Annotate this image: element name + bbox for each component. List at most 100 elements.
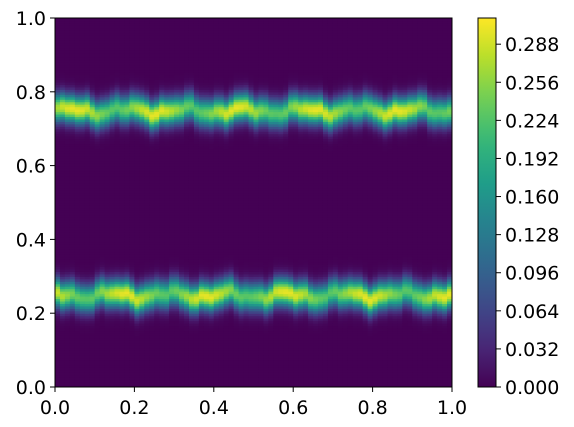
heatmap-cell bbox=[89, 45, 96, 49]
heatmap-cell bbox=[129, 106, 135, 110]
heatmap-cell bbox=[69, 293, 76, 297]
heatmap-cell bbox=[169, 320, 175, 324]
heatmap-cell bbox=[94, 116, 101, 120]
heatmap-cell bbox=[74, 37, 81, 41]
heatmap-cell bbox=[129, 377, 135, 381]
heatmap-cell bbox=[188, 342, 195, 346]
heatmap-cell bbox=[179, 264, 185, 268]
heatmap-cell bbox=[164, 288, 170, 292]
heatmap-cell bbox=[104, 345, 111, 349]
heatmap-cell bbox=[188, 143, 195, 147]
heatmap-cell bbox=[129, 236, 135, 240]
heatmap-cell bbox=[129, 342, 135, 346]
heatmap-cell bbox=[79, 291, 86, 295]
heatmap-cell bbox=[188, 123, 195, 127]
heatmap-cell bbox=[84, 318, 91, 322]
heatmap-cell bbox=[94, 379, 101, 383]
heatmap-cell bbox=[64, 116, 71, 120]
heatmap-cell bbox=[129, 18, 135, 22]
heatmap-cell bbox=[84, 212, 91, 216]
heatmap-cell bbox=[89, 49, 96, 54]
heatmap-cell bbox=[198, 91, 205, 95]
heatmap-cell bbox=[59, 106, 66, 110]
heatmap-cell bbox=[193, 106, 200, 110]
heatmap-cell bbox=[134, 239, 140, 243]
heatmap-cell bbox=[174, 219, 180, 223]
heatmap-cell bbox=[129, 345, 135, 349]
heatmap-cell bbox=[79, 271, 86, 275]
heatmap-cell bbox=[59, 222, 66, 226]
heatmap-cell bbox=[149, 357, 155, 361]
heatmap-cell bbox=[69, 52, 76, 56]
heatmap-cell bbox=[169, 150, 175, 154]
heatmap-cell bbox=[144, 74, 150, 78]
heatmap-cell bbox=[164, 291, 170, 295]
heatmap-cell bbox=[164, 136, 170, 140]
heatmap-cell bbox=[109, 84, 116, 88]
heatmap-cell bbox=[174, 209, 180, 213]
heatmap-cell bbox=[59, 232, 66, 236]
heatmap-cell bbox=[179, 256, 185, 260]
heatmap-cell bbox=[144, 364, 150, 368]
heatmap-cell bbox=[129, 246, 135, 250]
heatmap-cell bbox=[124, 81, 131, 86]
heatmap-cell bbox=[104, 123, 111, 127]
heatmap-cell bbox=[149, 190, 155, 194]
heatmap-cell bbox=[114, 209, 121, 213]
heatmap-cell bbox=[179, 283, 185, 287]
heatmap-cell bbox=[69, 138, 76, 142]
heatmap-cell bbox=[164, 47, 170, 51]
heatmap-cell bbox=[64, 62, 71, 66]
heatmap-cell bbox=[198, 118, 205, 122]
heatmap-cell bbox=[99, 382, 106, 386]
heatmap-cell bbox=[59, 177, 66, 181]
heatmap-cell bbox=[139, 266, 145, 270]
heatmap-cell bbox=[193, 153, 200, 157]
heatmap-cell bbox=[188, 234, 195, 238]
heatmap-cell bbox=[139, 232, 145, 236]
heatmap-cell bbox=[208, 165, 215, 169]
heatmap-cell bbox=[164, 300, 170, 304]
heatmap-cell bbox=[154, 155, 160, 159]
heatmap-cell bbox=[109, 345, 116, 349]
heatmap-cell bbox=[203, 99, 210, 103]
heatmap-cell bbox=[124, 126, 131, 130]
heatmap-cell bbox=[84, 109, 91, 113]
heatmap-cell bbox=[129, 99, 135, 103]
heatmap-cell bbox=[94, 18, 101, 22]
heatmap-cell bbox=[188, 148, 195, 152]
heatmap-cell bbox=[134, 303, 140, 307]
heatmap-cell bbox=[109, 209, 116, 213]
heatmap-cell bbox=[193, 209, 200, 213]
heatmap-cell bbox=[114, 104, 121, 108]
heatmap-cell bbox=[124, 99, 131, 103]
heatmap-cell bbox=[124, 268, 131, 272]
heatmap-cell bbox=[59, 337, 66, 341]
heatmap-cell bbox=[109, 283, 116, 287]
heatmap-cell bbox=[149, 200, 155, 204]
heatmap-cell bbox=[149, 121, 155, 125]
heatmap-cell bbox=[79, 18, 86, 22]
heatmap-cell bbox=[79, 251, 86, 255]
heatmap-cell bbox=[169, 18, 175, 22]
heatmap-cell bbox=[144, 177, 150, 181]
heatmap-cell bbox=[213, 200, 220, 204]
heatmap-cell bbox=[159, 113, 165, 117]
heatmap-cell bbox=[213, 325, 220, 329]
heatmap-cell bbox=[169, 310, 175, 314]
heatmap-cell bbox=[119, 79, 126, 83]
heatmap-cell bbox=[114, 79, 121, 83]
heatmap-cell bbox=[179, 244, 185, 248]
heatmap-cell bbox=[139, 27, 145, 31]
heatmap-cell bbox=[149, 197, 155, 201]
heatmap-cell bbox=[124, 291, 131, 295]
heatmap-cell bbox=[208, 155, 215, 159]
heatmap-cell bbox=[55, 118, 61, 122]
heatmap-cell bbox=[99, 217, 106, 221]
heatmap-cell bbox=[79, 160, 86, 164]
heatmap-cell bbox=[179, 359, 185, 363]
heatmap-cell bbox=[84, 42, 91, 46]
heatmap-cell bbox=[198, 94, 205, 98]
heatmap-cell bbox=[213, 323, 220, 327]
heatmap-cell bbox=[99, 30, 106, 34]
